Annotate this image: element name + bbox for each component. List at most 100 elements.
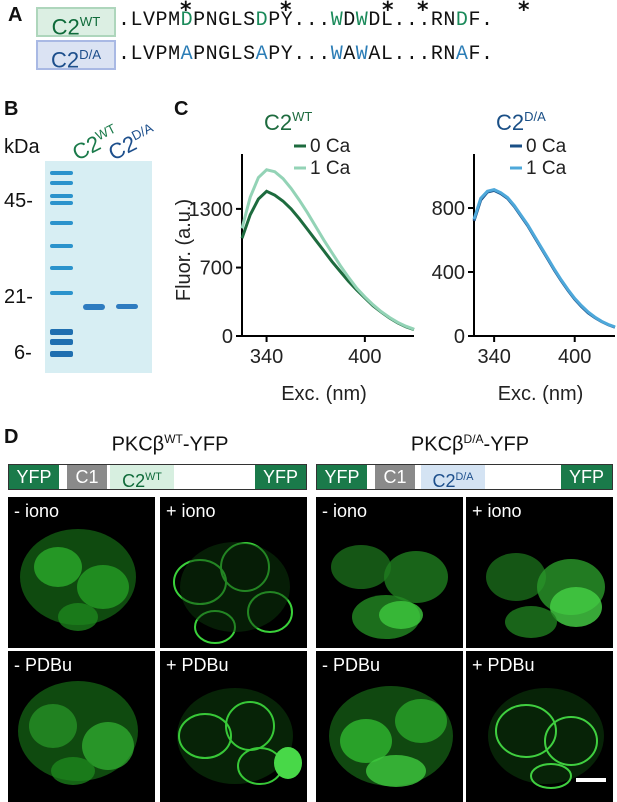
pkcb-wt-post: -YFP [182, 433, 229, 456]
residue: P [193, 9, 206, 32]
wt-sequence: .LVPMDPNGLSDPY...WDWDL...RNDF. [118, 9, 493, 32]
residue: . [418, 43, 431, 66]
image-label: - iono [14, 501, 60, 521]
c2wt-seg-sup: WT [145, 471, 162, 483]
da-sequence: .LVPMAPNGLSAPY...WAWAL...RNAF. [118, 43, 493, 66]
residue: L [230, 43, 244, 66]
mutated-residue: D [455, 9, 469, 32]
c2wt-seg-base: C2 [122, 471, 146, 491]
x-axis-label-wt: Exc. (nm) [281, 383, 367, 405]
residue: N [443, 9, 456, 32]
residue: . [393, 43, 406, 66]
ladder-band [50, 171, 73, 175]
pkcb-wt-sup: WT [164, 432, 183, 446]
residue: A [343, 43, 356, 66]
image-label: + iono [472, 501, 522, 521]
x-tick-label-da: 400 [558, 346, 591, 368]
y-tick-label-da: 800 [432, 198, 465, 220]
residue: V [143, 9, 156, 32]
panel-letter-a: A [8, 4, 23, 26]
image-da-minus-pdbu: - PDBu [316, 651, 463, 802]
image-wt-minus-iono: - iono [8, 497, 155, 648]
residue: G [218, 9, 231, 32]
residue: P [268, 9, 281, 32]
x-tick-label-wt: 340 [250, 346, 283, 368]
panel-letter-d: D [4, 426, 19, 448]
image-da-plus-iono: + iono [466, 497, 613, 648]
c1-segment: C1 [67, 465, 107, 489]
residue: A [368, 43, 381, 66]
residue: R [430, 43, 444, 66]
residue: . [305, 9, 319, 32]
residue: Y [280, 9, 294, 32]
residue: M [168, 43, 181, 66]
y-tick-label-da: 0 [454, 326, 465, 348]
mutation-star: * [417, 0, 429, 23]
marker-45: 45- [4, 190, 33, 212]
y-tick-label-da: 400 [432, 262, 465, 284]
c2-wt-label-base: C2 [51, 14, 80, 40]
c2da-segment: C2D/A [421, 465, 485, 491]
cell-fluorescence [486, 553, 605, 638]
mutation-star: * [280, 0, 292, 23]
ladder-band [50, 181, 73, 185]
image-da-plus-pdbu: + PDBu [466, 651, 613, 802]
residue: . [305, 43, 319, 66]
ladder-band [50, 291, 73, 295]
ladder-band [50, 221, 73, 225]
legend-label-wt: 1 Ca [310, 158, 351, 179]
residue: S [243, 9, 256, 32]
c2-da-label-base: C2 [50, 47, 80, 73]
residue: L [130, 43, 144, 66]
residue: . [405, 9, 419, 32]
mutated-residue: A [180, 43, 194, 66]
mutated-residue: D [255, 9, 269, 32]
mutated-residue: W [355, 9, 369, 32]
construct-da: YFP C1 C2D/A YFP [316, 464, 613, 491]
series-line-da-0 [472, 188, 616, 329]
panel-letter-b: B [4, 98, 19, 120]
image-label: + PDBu [166, 655, 229, 675]
ladder-band [50, 244, 73, 248]
mutated-residue: W [355, 43, 369, 66]
residue: P [155, 9, 169, 32]
sds-page-gel [45, 161, 152, 373]
image-label: - iono [322, 501, 368, 521]
residue: N [443, 43, 456, 66]
residue: L [380, 9, 394, 32]
mutation-star: * [180, 0, 192, 23]
series-line-da-1 [472, 188, 616, 329]
mutated-residue: W [330, 43, 344, 66]
residue: F [468, 9, 481, 32]
residue: . [480, 9, 494, 32]
pkcb-wt-title: PKCβWT-YFP [70, 432, 270, 457]
residue: . [318, 9, 331, 32]
cell-fluorescence [488, 688, 604, 789]
image-wt-minus-pdbu: - PDBu [8, 651, 155, 802]
image-label: + PDBu [472, 655, 535, 675]
residue: D [368, 9, 381, 32]
marker-21: 21- [4, 286, 33, 308]
cell-fluorescence [329, 686, 453, 787]
mutation-star: * [382, 0, 394, 23]
kda-label: kDa [4, 136, 40, 158]
construct-wt: YFP C1 C2WT YFP [8, 464, 307, 491]
residue: Y [280, 43, 294, 66]
residue: L [380, 43, 394, 66]
pkcb-da-sup: D/A [463, 432, 484, 446]
y-tick-label-wt: 0 [222, 326, 233, 348]
cell-fluorescence [20, 529, 136, 631]
image-label: - PDBu [322, 655, 381, 675]
c2da-seg-base: C2 [432, 471, 456, 491]
mutated-residue: W [330, 9, 344, 32]
chart-title-wt: C2WT [264, 109, 312, 135]
residue: M [168, 9, 181, 32]
panel-letter-c: C [174, 98, 189, 120]
residue: V [143, 43, 156, 66]
ladder-band [50, 266, 73, 270]
pkcb-da-post: -YFP [483, 433, 530, 456]
image-da-minus-iono: - iono [316, 497, 463, 648]
residue: L [230, 9, 244, 32]
residue: P [268, 43, 281, 66]
pkcb-da-pre: PKCβ [410, 433, 464, 456]
